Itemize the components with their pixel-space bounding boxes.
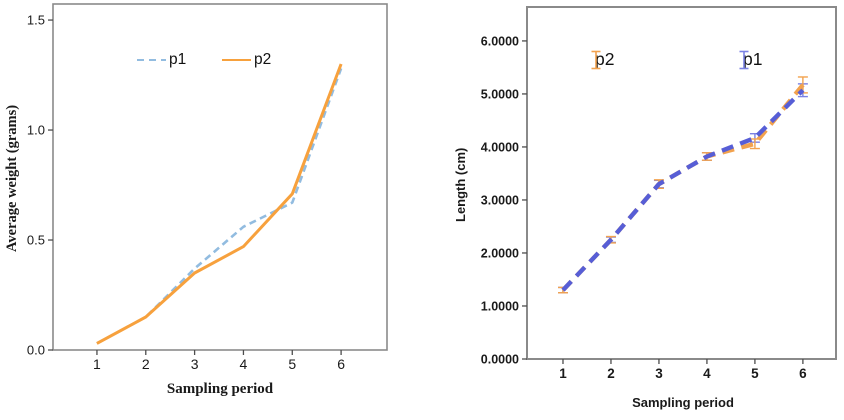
- x-axis-ticks: 1 2 3 4 5 6: [93, 350, 345, 372]
- y-tick-label: 4.0000: [481, 140, 519, 154]
- plot-border: [52, 3, 388, 351]
- p1-line: [561, 88, 805, 292]
- y-tick-label: 1.0000: [481, 299, 519, 313]
- p2-legend-label: p2: [595, 49, 615, 69]
- x-tick-label: 1: [93, 356, 101, 372]
- y-tick-label: 6.0000: [481, 34, 519, 48]
- length-x-axis-label: Sampling period: [632, 395, 734, 410]
- y-tick-label: 1.5: [27, 13, 45, 28]
- y-tick-label: 0.5: [27, 233, 45, 248]
- p2-solid-line-swatch: [222, 58, 251, 62]
- weight-y-axis-label: Average weight (grams): [4, 104, 20, 252]
- x-axis-ticks: 1 2 3 4 5 6: [559, 359, 807, 381]
- length-chart-canvas: 0.0000 1.0000 2.0000 3.0000 4.0000 5.0000 6.00…: [481, 6, 837, 381]
- x-tick-label: 2: [607, 366, 615, 381]
- p2-legend-label: p2: [254, 51, 272, 68]
- length-chart: 0.0000 1.0000 2.0000 3.0000 4.0000 5.0000 6.00…: [422, 0, 844, 420]
- x-tick-label: 6: [337, 356, 345, 372]
- x-tick-label: 6: [799, 366, 807, 381]
- p2-errorbar-swatch: [591, 50, 601, 70]
- weight-legend-item-p1: p1: [137, 51, 186, 69]
- x-tick-label: 4: [240, 356, 248, 372]
- x-tick-label: 4: [703, 366, 711, 381]
- weight-chart-canvas: 0.0 0.5 1.0 1.5 1 2 3 4 5 6: [27, 3, 388, 372]
- y-tick-label: 5.0000: [481, 87, 519, 101]
- y-tick-label: 2.0000: [481, 246, 519, 260]
- y-axis-ticks: 0.0 0.5 1.0 1.5: [27, 13, 53, 358]
- plot-border: [526, 6, 837, 360]
- p1-line: [96, 67, 343, 345]
- p2-line: [96, 63, 343, 345]
- weight-x-axis-label: Sampling period: [166, 381, 274, 397]
- y-tick-label: 3.0000: [481, 193, 519, 207]
- x-tick-label: 3: [191, 356, 199, 372]
- p1-dashed-line-swatch: [137, 58, 166, 62]
- p1-error-bars: [557, 83, 808, 294]
- p1-legend-label: p1: [743, 49, 763, 69]
- y-tick-label: 0.0000: [481, 353, 519, 367]
- length-legend-item-p1: p1: [738, 49, 762, 70]
- length-legend-item-p2: p2: [590, 49, 614, 70]
- y-tick-label: 1.0: [27, 123, 45, 138]
- x-tick-label: 2: [142, 356, 150, 372]
- y-axis-ticks: 0.0000 1.0000 2.0000 3.0000 4.0000 5.0000 6.00…: [481, 34, 527, 367]
- x-tick-label: 5: [751, 366, 759, 381]
- weight-chart: 0.0 0.5 1.0 1.5 1 2 3 4 5 6 Average weight (grams…: [4, 3, 388, 397]
- x-tick-label: 1: [559, 366, 567, 381]
- p2-line: [561, 83, 805, 292]
- length-y-axis-label: Length (cm): [453, 147, 468, 223]
- p2-error-bars: [557, 76, 808, 294]
- p1-errorbar-swatch: [739, 50, 749, 70]
- y-tick-label: 0.0: [27, 343, 45, 358]
- weight-legend-item-p2: p2: [222, 51, 271, 69]
- x-tick-label: 5: [288, 356, 296, 372]
- x-tick-label: 3: [655, 366, 663, 381]
- p1-legend-label: p1: [169, 51, 187, 68]
